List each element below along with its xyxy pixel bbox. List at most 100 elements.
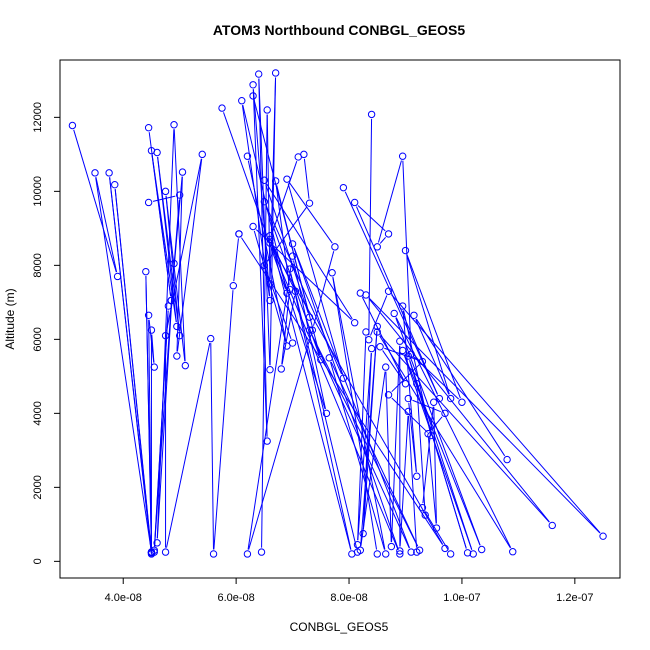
series-segment bbox=[265, 184, 309, 314]
data-point bbox=[147, 326, 156, 334]
data-point bbox=[266, 235, 274, 244]
series-segment bbox=[247, 260, 293, 550]
data-point bbox=[111, 180, 119, 189]
data-point bbox=[249, 92, 257, 100]
series-segment bbox=[361, 296, 404, 380]
series-segment bbox=[368, 118, 373, 336]
data-point bbox=[288, 240, 297, 248]
data-point bbox=[271, 69, 280, 77]
data-point bbox=[277, 365, 285, 373]
data-point bbox=[446, 394, 455, 403]
data-point bbox=[249, 81, 257, 89]
data-point bbox=[367, 110, 376, 119]
data-point bbox=[286, 265, 294, 273]
data-point bbox=[387, 542, 396, 551]
data-point bbox=[229, 282, 238, 290]
series-segment bbox=[271, 247, 399, 550]
data-point bbox=[150, 363, 158, 371]
data-point bbox=[266, 232, 274, 240]
data-point bbox=[362, 328, 370, 336]
data-point bbox=[413, 472, 421, 480]
data-point bbox=[396, 337, 404, 345]
series-segment bbox=[310, 333, 410, 549]
series-segment bbox=[151, 155, 177, 323]
data-point bbox=[382, 363, 390, 371]
data-point bbox=[469, 550, 477, 558]
data-point bbox=[373, 328, 381, 336]
data-point bbox=[142, 267, 150, 276]
series-segment bbox=[368, 298, 550, 523]
data-point bbox=[401, 380, 410, 388]
series-segment bbox=[258, 78, 268, 437]
data-point bbox=[322, 409, 331, 418]
series-segment bbox=[377, 160, 402, 243]
data-point bbox=[181, 361, 190, 370]
series-segment bbox=[370, 295, 388, 336]
data-point bbox=[300, 150, 308, 159]
series-segment bbox=[293, 247, 399, 550]
data-point bbox=[144, 198, 153, 207]
data-point bbox=[401, 246, 410, 255]
series-segment bbox=[360, 330, 378, 546]
data-point bbox=[404, 407, 413, 416]
series-segment bbox=[151, 334, 155, 363]
series-segment bbox=[157, 156, 180, 332]
data-point bbox=[235, 230, 243, 238]
series-segment bbox=[368, 297, 601, 534]
data-point bbox=[255, 70, 263, 78]
y-tick-label: 8000 bbox=[32, 253, 44, 277]
data-point bbox=[144, 311, 153, 319]
series-segment bbox=[412, 399, 442, 413]
series-segment bbox=[173, 129, 186, 362]
series-segment bbox=[293, 260, 326, 410]
data-point bbox=[503, 455, 511, 464]
series-3 bbox=[144, 150, 243, 558]
data-point bbox=[356, 289, 365, 297]
series-segment bbox=[114, 189, 152, 548]
data-point bbox=[398, 302, 407, 310]
data-point bbox=[209, 550, 218, 558]
series-segment bbox=[402, 310, 417, 472]
data-point bbox=[249, 222, 257, 231]
data-point bbox=[305, 199, 314, 207]
series-segment bbox=[362, 353, 372, 530]
series-segment bbox=[384, 347, 419, 361]
y-tick-label: 12000 bbox=[32, 102, 44, 133]
series-segment bbox=[408, 415, 417, 548]
series-segment bbox=[176, 158, 203, 352]
series-segment bbox=[403, 354, 481, 546]
data-point bbox=[91, 169, 99, 177]
data-point bbox=[263, 437, 271, 445]
data-point bbox=[384, 287, 393, 295]
series-segment bbox=[427, 438, 437, 524]
data-point bbox=[266, 296, 274, 305]
series-segment bbox=[266, 114, 271, 280]
data-point bbox=[153, 148, 161, 157]
data-point bbox=[207, 334, 215, 343]
series-segment bbox=[171, 176, 183, 297]
data-point bbox=[260, 176, 269, 184]
data-point bbox=[173, 352, 181, 360]
data-point bbox=[161, 331, 170, 340]
data-point bbox=[305, 326, 314, 334]
chart-title: ATOM3 Northbound CONBGL_GEOS5 bbox=[213, 22, 465, 38]
x-tick-label: 1.0e-07 bbox=[443, 592, 480, 604]
data-point bbox=[113, 272, 122, 281]
data-point bbox=[463, 549, 472, 557]
data-point bbox=[243, 152, 252, 160]
x-axis-label: CONBGL_GEOS5 bbox=[290, 620, 389, 634]
data-point bbox=[376, 343, 384, 351]
data-point bbox=[418, 504, 427, 512]
series-segment bbox=[330, 361, 419, 547]
data-point bbox=[144, 124, 153, 132]
series-segment bbox=[253, 100, 321, 356]
series-segment bbox=[248, 334, 312, 550]
series-segment bbox=[385, 371, 392, 543]
series-segment bbox=[95, 177, 118, 273]
series-segment bbox=[360, 371, 386, 546]
data-point bbox=[384, 391, 393, 399]
data-point bbox=[173, 322, 181, 331]
series-segment bbox=[332, 277, 378, 550]
series-segment bbox=[287, 183, 343, 375]
data-point bbox=[404, 394, 413, 403]
